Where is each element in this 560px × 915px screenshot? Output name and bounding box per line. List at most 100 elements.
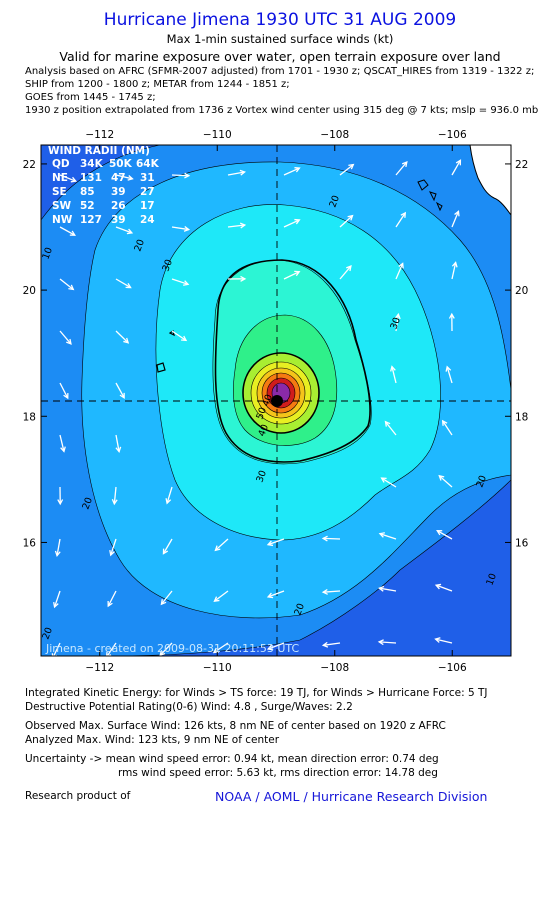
wind-arrow-head	[51, 653, 58, 656]
island-small	[168, 330, 175, 337]
uncertainty-rms-line: rms wind speed error: 5.63 kt, rms direc…	[118, 767, 438, 779]
wind-arrow-head	[239, 169, 246, 176]
wind-arrow	[379, 587, 397, 592]
analysis-sources-line: Analysis based on AFRC (SFMR-2007 adjust…	[25, 66, 535, 77]
wind-arrow-head	[451, 261, 458, 268]
wind-arrow	[267, 642, 285, 650]
wind-arrow-head	[390, 365, 396, 372]
wind-radii-value: 39	[111, 214, 126, 226]
wind-arrow-head	[294, 270, 301, 277]
contour-label: 20	[132, 238, 146, 253]
wind-arrow	[171, 174, 189, 177]
wind-arrow	[227, 171, 245, 176]
wind-arrow	[323, 537, 341, 540]
wind-arrow-head	[438, 474, 445, 481]
contour-label: 20	[474, 474, 488, 489]
wind-radii-quadrant: SW	[52, 200, 72, 212]
wind-arrow-head	[183, 280, 190, 286]
research-product-label: Research product of	[25, 790, 131, 802]
x-tick-label-bottom: −112	[85, 662, 114, 674]
wind-vectors	[51, 159, 462, 656]
wind-arrow-head	[400, 211, 407, 218]
x-tick-label-top: −106	[438, 129, 467, 141]
contour-label: 40	[256, 423, 270, 438]
wind-arrow-head	[321, 535, 328, 542]
wind-arrow	[451, 159, 461, 176]
wind-radii-header-64k: 64K	[136, 158, 160, 170]
wind-map: 10 20 20 20 20 20 20 10 30 30 30 40 50 40 −112 −112 −11…	[0, 120, 560, 680]
wind-arrow	[115, 278, 131, 289]
wind-arrow-head	[441, 419, 448, 426]
wind-radii-header-qd: QD	[52, 158, 70, 170]
analysis-sources-line: 1930 z position extrapolated from 1736 z…	[25, 105, 539, 116]
wind-arrow-head	[294, 218, 301, 225]
x-tick-label-top: −112	[85, 129, 114, 141]
wind-arrow-head	[60, 446, 66, 453]
wind-arrow	[227, 224, 245, 228]
contour-label: 20	[80, 496, 94, 511]
contour-label: 50	[254, 406, 268, 421]
contour-label: 20	[327, 194, 341, 209]
wind-arrow-head	[346, 265, 352, 272]
wind-arrow-head	[214, 545, 221, 552]
x-tick-label-top: −108	[320, 129, 349, 141]
contour-label: 20	[40, 626, 54, 641]
map-subtitle-validity: Valid for marine exposure over water, op…	[59, 49, 501, 64]
wind-arrow	[115, 382, 125, 399]
y-tick-label-left: 18	[23, 411, 36, 423]
wind-radii-value: 26	[111, 200, 126, 212]
wind-arrow-head	[107, 601, 113, 608]
x-tick-label-top: −110	[203, 129, 232, 141]
wind-arrow-head	[162, 548, 169, 555]
wind-arrow-head	[378, 532, 385, 538]
wind-arrow	[107, 590, 117, 607]
wind-arrow	[395, 263, 404, 280]
wind-arrow	[283, 167, 300, 176]
wind-arrow	[59, 278, 74, 290]
wind-arrow-head	[125, 282, 132, 289]
y-tick-label-right: 16	[515, 537, 529, 549]
y-tick-label-right: 20	[515, 285, 528, 297]
wind-arrow	[435, 638, 453, 644]
wind-arrow	[436, 530, 453, 540]
wind-arrow	[323, 590, 341, 593]
hurricane-force-contour	[242, 352, 320, 434]
wind-arrow	[214, 538, 229, 551]
y-tick-label-left: 20	[23, 285, 36, 297]
wind-arrow	[339, 164, 354, 176]
y-tick-label-right: 22	[515, 159, 528, 171]
x-tick-label-bottom: −110	[203, 662, 232, 674]
x-tick-label-bottom: −108	[320, 662, 349, 674]
wind-radii-value: 52	[80, 200, 95, 212]
wind-arrow-head	[436, 530, 443, 536]
wind-radii-table: WIND RADII (NM) QD 34K 50K 64K NE 131 47…	[48, 145, 160, 226]
wind-arrow	[283, 271, 300, 280]
wind-arrow	[59, 226, 76, 236]
wind-arrow	[446, 366, 453, 384]
contour-label: 30	[388, 316, 402, 331]
wind-arrow	[166, 486, 173, 504]
wind-radii-value: 39	[111, 186, 126, 198]
wind-arrow	[56, 538, 61, 556]
noaa-aoml-link[interactable]: NOAA / AOML / Hurricane Research Divisio…	[215, 789, 488, 804]
analysis-sources-line: GOES from 1445 - 1745 z;	[25, 92, 156, 103]
wind-arrow	[379, 641, 397, 644]
contour-label: 40	[260, 393, 274, 408]
wind-arrow	[323, 642, 341, 646]
wind-arrow	[159, 642, 173, 656]
map-title: Hurricane Jimena 1930 UTC 31 AUG 2009	[103, 10, 457, 30]
wind-arrow-head	[126, 228, 134, 235]
wind-arrow	[113, 486, 117, 504]
wind-arrow-head	[66, 338, 72, 345]
destructive-potential-line: Destructive Potential Rating(0-6) Wind: …	[25, 701, 353, 713]
wind-arrow	[451, 211, 460, 228]
wind-arrow-head	[455, 159, 462, 166]
wind-arrow-head	[448, 312, 455, 319]
wind-radii-value: 17	[140, 200, 155, 212]
wind-arrow	[59, 434, 65, 452]
wind-arrow	[339, 265, 352, 280]
wind-arrow	[214, 590, 229, 602]
wind-arrow	[391, 366, 397, 384]
wind-arrow-head	[347, 214, 354, 221]
wind-radii-value: 47	[111, 172, 126, 184]
